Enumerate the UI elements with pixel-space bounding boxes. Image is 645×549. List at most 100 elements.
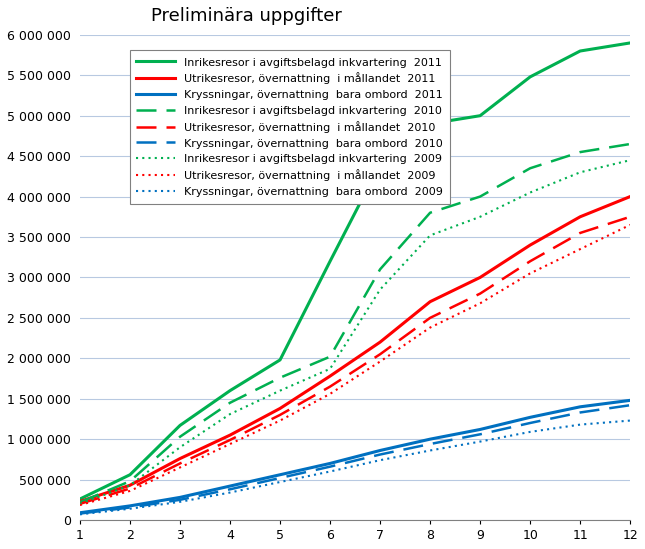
Utrikesresor, övernattning  i mållandet  2009 — [76, 502, 84, 508]
Kryssningar, övernattning  bara ombord  2010 — [626, 402, 634, 408]
Line: Utrikesresor, övernattning  i mållandet  2011: Utrikesresor, övernattning i mållandet 2… — [80, 197, 630, 501]
Inrikesresor i avgiftsbelagd inkvartering  2010 — [626, 141, 634, 147]
Inrikesresor i avgiftsbelagd inkvartering  2010 — [226, 400, 234, 406]
Kryssningar, övernattning  bara ombord  2010 — [526, 419, 534, 426]
Utrikesresor, övernattning  i mållandet  2010 — [76, 501, 84, 507]
Inrikesresor i avgiftsbelagd inkvartering  2009 — [126, 482, 134, 489]
Utrikesresor, övernattning  i mållandet  2010 — [226, 436, 234, 443]
Line: Inrikesresor i avgiftsbelagd inkvartering  2011: Inrikesresor i avgiftsbelagd inkvarterin… — [80, 43, 630, 499]
Kryssningar, övernattning  bara ombord  2010 — [376, 451, 384, 458]
Inrikesresor i avgiftsbelagd inkvartering  2011 — [226, 388, 234, 394]
Utrikesresor, övernattning  i mållandet  2009 — [376, 358, 384, 365]
Utrikesresor, övernattning  i mållandet  2010 — [626, 214, 634, 220]
Kryssningar, övernattning  bara ombord  2011 — [176, 494, 184, 501]
Kryssningar, övernattning  bara ombord  2009 — [526, 429, 534, 435]
Kryssningar, övernattning  bara ombord  2010 — [326, 463, 334, 470]
Kryssningar, övernattning  bara ombord  2010 — [176, 496, 184, 503]
Utrikesresor, övernattning  i mållandet  2011 — [626, 193, 634, 200]
Utrikesresor, övernattning  i mållandet  2011 — [476, 274, 484, 281]
Line: Inrikesresor i avgiftsbelagd inkvartering  2010: Inrikesresor i avgiftsbelagd inkvarterin… — [80, 144, 630, 502]
Inrikesresor i avgiftsbelagd inkvartering  2010 — [326, 354, 334, 360]
Inrikesresor i avgiftsbelagd inkvartering  2011 — [326, 258, 334, 265]
Kryssningar, övernattning  bara ombord  2011 — [376, 447, 384, 454]
Line: Kryssningar, övernattning  bara ombord  2011: Kryssningar, övernattning bara ombord 20… — [80, 400, 630, 513]
Utrikesresor, övernattning  i mållandet  2011 — [76, 498, 84, 505]
Utrikesresor, övernattning  i mållandet  2010 — [326, 383, 334, 390]
Line: Inrikesresor i avgiftsbelagd inkvartering  2009: Inrikesresor i avgiftsbelagd inkvarterin… — [80, 160, 630, 504]
Inrikesresor i avgiftsbelagd inkvartering  2009 — [76, 501, 84, 507]
Inrikesresor i avgiftsbelagd inkvartering  2009 — [526, 189, 534, 196]
Inrikesresor i avgiftsbelagd inkvartering  2009 — [626, 157, 634, 164]
Inrikesresor i avgiftsbelagd inkvartering  2010 — [576, 149, 584, 155]
Inrikesresor i avgiftsbelagd inkvartering  2011 — [576, 48, 584, 54]
Kryssningar, övernattning  bara ombord  2011 — [576, 404, 584, 410]
Inrikesresor i avgiftsbelagd inkvartering  2011 — [76, 496, 84, 502]
Inrikesresor i avgiftsbelagd inkvartering  2010 — [426, 210, 434, 216]
Utrikesresor, övernattning  i mållandet  2011 — [376, 339, 384, 345]
Legend: Inrikesresor i avgiftsbelagd inkvartering  2011, Utrikesresor, övernattning  i m: Inrikesresor i avgiftsbelagd inkvarterin… — [130, 50, 450, 204]
Kryssningar, övernattning  bara ombord  2009 — [576, 421, 584, 428]
Inrikesresor i avgiftsbelagd inkvartering  2010 — [176, 434, 184, 440]
Kryssningar, övernattning  bara ombord  2009 — [126, 506, 134, 512]
Utrikesresor, övernattning  i mållandet  2011 — [226, 432, 234, 439]
Kryssningar, övernattning  bara ombord  2009 — [76, 511, 84, 518]
Inrikesresor i avgiftsbelagd inkvartering  2010 — [526, 165, 534, 171]
Kryssningar, övernattning  bara ombord  2011 — [426, 436, 434, 442]
Line: Utrikesresor, övernattning  i mållandet  2009: Utrikesresor, övernattning i mållandet 2… — [80, 225, 630, 505]
Utrikesresor, övernattning  i mållandet  2011 — [176, 455, 184, 462]
Kryssningar, övernattning  bara ombord  2011 — [626, 397, 634, 404]
Utrikesresor, övernattning  i mållandet  2009 — [526, 270, 534, 277]
Kryssningar, övernattning  bara ombord  2010 — [76, 510, 84, 517]
Kryssningar, övernattning  bara ombord  2010 — [426, 441, 434, 447]
Kryssningar, övernattning  bara ombord  2010 — [276, 475, 284, 481]
Kryssningar, övernattning  bara ombord  2009 — [476, 438, 484, 445]
Inrikesresor i avgiftsbelagd inkvartering  2010 — [126, 478, 134, 485]
Kryssningar, övernattning  bara ombord  2010 — [226, 486, 234, 492]
Utrikesresor, övernattning  i mållandet  2010 — [276, 412, 284, 418]
Kryssningar, övernattning  bara ombord  2009 — [326, 468, 334, 475]
Inrikesresor i avgiftsbelagd inkvartering  2009 — [426, 232, 434, 239]
Kryssningar, övernattning  bara ombord  2010 — [476, 431, 484, 438]
Utrikesresor, övernattning  i mållandet  2009 — [426, 324, 434, 331]
Kryssningar, övernattning  bara ombord  2009 — [376, 457, 384, 463]
Inrikesresor i avgiftsbelagd inkvartering  2009 — [176, 444, 184, 451]
Kryssningar, övernattning  bara ombord  2009 — [226, 489, 234, 496]
Utrikesresor, övernattning  i mållandet  2010 — [176, 460, 184, 467]
Text: Preliminära uppgifter: Preliminära uppgifter — [152, 7, 342, 25]
Utrikesresor, övernattning  i mållandet  2011 — [426, 299, 434, 305]
Inrikesresor i avgiftsbelagd inkvartering  2009 — [476, 214, 484, 220]
Inrikesresor i avgiftsbelagd inkvartering  2011 — [426, 120, 434, 127]
Line: Kryssningar, övernattning  bara ombord  2009: Kryssningar, övernattning bara ombord 20… — [80, 421, 630, 514]
Inrikesresor i avgiftsbelagd inkvartering  2010 — [476, 193, 484, 200]
Utrikesresor, övernattning  i mållandet  2009 — [226, 441, 234, 447]
Line: Utrikesresor, övernattning  i mållandet  2010: Utrikesresor, övernattning i mållandet 2… — [80, 217, 630, 504]
Inrikesresor i avgiftsbelagd inkvartering  2009 — [226, 411, 234, 417]
Utrikesresor, övernattning  i mållandet  2010 — [576, 229, 584, 236]
Kryssningar, övernattning  bara ombord  2009 — [626, 417, 634, 424]
Kryssningar, övernattning  bara ombord  2011 — [276, 472, 284, 478]
Inrikesresor i avgiftsbelagd inkvartering  2011 — [626, 40, 634, 46]
Kryssningar, övernattning  bara ombord  2009 — [276, 479, 284, 485]
Utrikesresor, övernattning  i mållandet  2009 — [176, 464, 184, 470]
Inrikesresor i avgiftsbelagd inkvartering  2011 — [126, 472, 134, 478]
Inrikesresor i avgiftsbelagd inkvartering  2009 — [376, 286, 384, 293]
Utrikesresor, övernattning  i mållandet  2009 — [476, 300, 484, 306]
Kryssningar, övernattning  bara ombord  2009 — [426, 447, 434, 454]
Kryssningar, övernattning  bara ombord  2011 — [476, 426, 484, 433]
Utrikesresor, övernattning  i mållandet  2009 — [626, 222, 634, 228]
Utrikesresor, övernattning  i mållandet  2010 — [126, 485, 134, 492]
Utrikesresor, övernattning  i mållandet  2011 — [526, 242, 534, 248]
Line: Kryssningar, övernattning  bara ombord  2010: Kryssningar, övernattning bara ombord 20… — [80, 405, 630, 513]
Kryssningar, övernattning  bara ombord  2009 — [176, 498, 184, 505]
Kryssningar, övernattning  bara ombord  2010 — [576, 409, 584, 416]
Utrikesresor, övernattning  i mållandet  2011 — [576, 214, 584, 220]
Inrikesresor i avgiftsbelagd inkvartering  2011 — [376, 161, 384, 167]
Utrikesresor, övernattning  i mållandet  2009 — [576, 246, 584, 253]
Kryssningar, övernattning  bara ombord  2011 — [226, 483, 234, 489]
Utrikesresor, övernattning  i mållandet  2010 — [476, 290, 484, 297]
Kryssningar, övernattning  bara ombord  2011 — [76, 509, 84, 516]
Utrikesresor, övernattning  i mållandet  2010 — [426, 315, 434, 321]
Inrikesresor i avgiftsbelagd inkvartering  2011 — [176, 422, 184, 429]
Inrikesresor i avgiftsbelagd inkvartering  2009 — [576, 169, 584, 176]
Utrikesresor, övernattning  i mållandet  2009 — [276, 417, 284, 424]
